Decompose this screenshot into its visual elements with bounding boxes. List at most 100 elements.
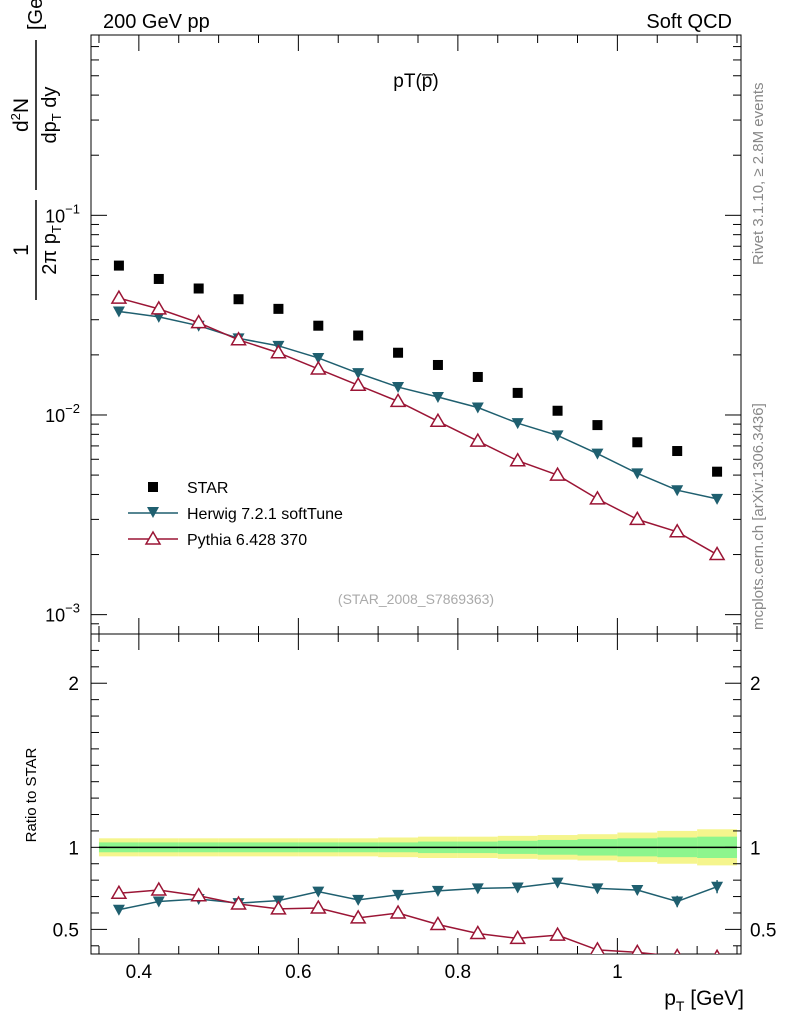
svg-text:2π pT: 2π pT bbox=[39, 225, 64, 275]
star-point bbox=[712, 466, 723, 477]
pythia-point bbox=[549, 466, 566, 481]
pythia-point bbox=[190, 314, 207, 329]
main-y-tick-label-2: 10−3 bbox=[45, 601, 80, 626]
ratio-pythia-point bbox=[673, 947, 681, 954]
herwig-point bbox=[112, 306, 125, 318]
header-left: 200 GeV pp bbox=[103, 11, 210, 33]
mcplots-label: mcplots.cern.ch [arXiv:1306.3436] bbox=[750, 403, 767, 630]
main-line-2 bbox=[118, 297, 718, 556]
ratio-pythia-point bbox=[549, 926, 566, 941]
ratio-herwig-point bbox=[392, 889, 405, 901]
star-point bbox=[233, 294, 244, 305]
pythia-point bbox=[270, 344, 287, 359]
ratio-pythia-point bbox=[190, 887, 207, 902]
pythia-point bbox=[230, 331, 247, 346]
svg-text:1: 1 bbox=[10, 244, 33, 256]
pythia-point bbox=[509, 452, 526, 467]
main-y-axis-label: 1 2π pT d2N dpT dy [GeV−2] bbox=[8, 0, 64, 300]
star-point bbox=[393, 347, 404, 358]
main-panel: 10−1 10−2 10−3 pT(p̅) (STAR_2008_S7869363)… bbox=[8, 0, 742, 635]
ratio-series bbox=[110, 877, 724, 954]
star-point bbox=[552, 405, 563, 416]
star-point bbox=[632, 437, 643, 448]
ratio-pythia-point bbox=[631, 943, 644, 954]
ratio-herwig-point bbox=[112, 904, 125, 916]
ratio-panel: 0.5 0.5 1 1 2 2 0.4 0.6 0.8 1 Ratio to STAR pT [G… bbox=[23, 633, 776, 1014]
herwig-point bbox=[392, 382, 405, 394]
star-point bbox=[273, 303, 284, 314]
main-title: pT(p̅) bbox=[393, 71, 438, 92]
pythia-point bbox=[309, 360, 327, 375]
legend-marker-herwig bbox=[147, 507, 159, 518]
pythia-point bbox=[469, 432, 487, 447]
ratio-y-axis-label: Ratio to STAR bbox=[23, 747, 40, 842]
svg-text:dpT dy: dpT dy bbox=[39, 87, 64, 144]
pythia-point bbox=[629, 510, 646, 526]
star-point bbox=[193, 283, 204, 294]
ratio-herwig-point bbox=[511, 882, 524, 894]
ratio-pythia-point bbox=[110, 884, 128, 900]
ratio-herwig-point bbox=[352, 894, 365, 906]
ratio-pythia-point bbox=[389, 904, 407, 919]
herwig-point bbox=[671, 485, 684, 497]
ratio-herwig-point bbox=[471, 883, 484, 895]
legend-label-pythia: Pythia 6.428 370 bbox=[187, 532, 307, 549]
ratio-y-tick-right-1: 1 bbox=[750, 838, 761, 859]
pythia-point bbox=[110, 289, 128, 304]
ratio-herwig-point bbox=[312, 886, 325, 898]
ratio-pythia-point bbox=[270, 900, 287, 915]
ratio-pythia-point bbox=[309, 899, 327, 914]
star-point bbox=[512, 387, 523, 398]
star-point bbox=[113, 260, 124, 271]
ratio-line-1 bbox=[118, 889, 661, 954]
legend: STAR Herwig 7.2.1 softTune Pythia 6.428 … bbox=[128, 480, 343, 549]
ratio-pythia-point bbox=[714, 948, 721, 954]
star-point bbox=[432, 359, 443, 370]
legend-item-star: STAR bbox=[148, 480, 228, 497]
ratio-herwig-point bbox=[631, 885, 644, 896]
ratio-pythia-point bbox=[230, 895, 247, 910]
herwig-point bbox=[352, 368, 365, 380]
star-point bbox=[472, 371, 483, 382]
star-point bbox=[672, 446, 683, 457]
pythia-point bbox=[389, 392, 407, 408]
star-point bbox=[592, 420, 603, 431]
ratio-pythia-point bbox=[349, 909, 367, 924]
pythia-point bbox=[589, 490, 606, 505]
ratio-y-tick-left-0: 0.5 bbox=[53, 920, 79, 941]
herwig-point bbox=[591, 448, 604, 460]
legend-item-herwig: Herwig 7.2.1 softTune bbox=[128, 506, 343, 523]
analysis-label: (STAR_2008_S7869363) bbox=[338, 591, 494, 607]
ratio-line-0 bbox=[118, 881, 718, 911]
herwig-point bbox=[711, 493, 724, 505]
pythia-point bbox=[150, 300, 168, 315]
ratio-y-tick-right-0: 0.5 bbox=[750, 920, 776, 941]
main-y-tick-label-0: 10−1 bbox=[45, 201, 80, 226]
ratio-herwig-point bbox=[671, 896, 684, 908]
legend-label-star: STAR bbox=[187, 480, 228, 497]
main-ticks: 10−1 10−2 10−3 bbox=[45, 34, 741, 635]
svg-text:d2N: d2N bbox=[8, 98, 33, 132]
ratio-ticks: 0.5 0.5 1 1 2 2 0.4 0.6 0.8 1 bbox=[53, 634, 776, 983]
herwig-point bbox=[511, 418, 524, 430]
legend-marker-star bbox=[148, 482, 158, 492]
svg-text:[GeV−2]: [GeV−2] bbox=[22, 0, 47, 30]
pythia-point bbox=[708, 546, 726, 561]
star-point bbox=[153, 273, 164, 284]
ratio-y-tick-left-2: 2 bbox=[68, 674, 79, 695]
x-tick-label-2: 0.8 bbox=[445, 962, 471, 983]
rivet-label: Rivet 3.1.10, ≥ 2.8M events bbox=[750, 83, 767, 266]
herwig-point bbox=[431, 392, 444, 404]
legend-marker-pythia bbox=[144, 530, 162, 545]
herwig-point bbox=[152, 311, 165, 323]
legend-item-pythia: Pythia 6.428 370 bbox=[128, 530, 307, 549]
ratio-pythia-point bbox=[429, 915, 447, 931]
ratio-herwig-point bbox=[431, 885, 444, 897]
ratio-herwig-point bbox=[551, 877, 564, 889]
ratio-pythia-point bbox=[469, 924, 487, 940]
ratio-frame bbox=[90, 633, 742, 955]
x-tick-label-3: 1 bbox=[612, 962, 623, 983]
herwig-point bbox=[312, 352, 325, 364]
herwig-point bbox=[631, 468, 644, 480]
